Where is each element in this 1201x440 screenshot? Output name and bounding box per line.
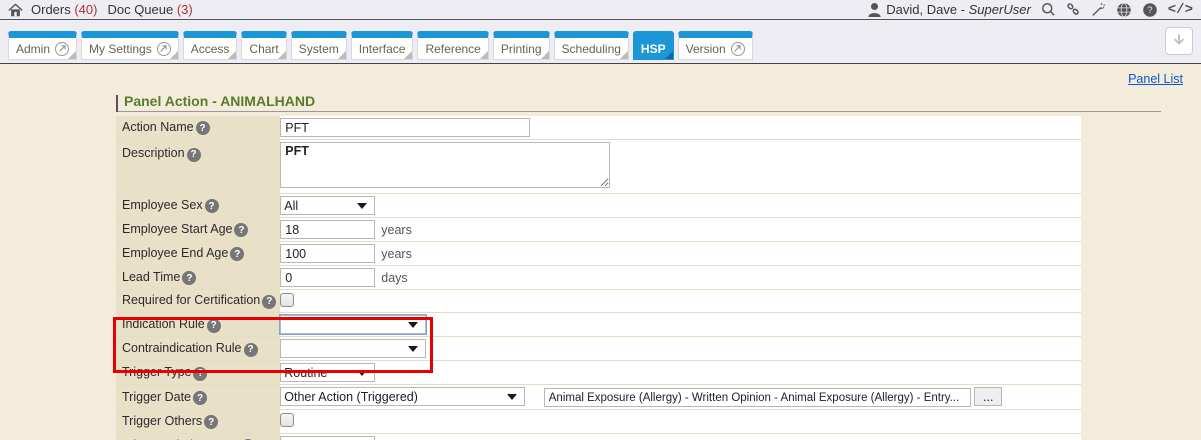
svg-text:?: ? — [1147, 5, 1152, 15]
